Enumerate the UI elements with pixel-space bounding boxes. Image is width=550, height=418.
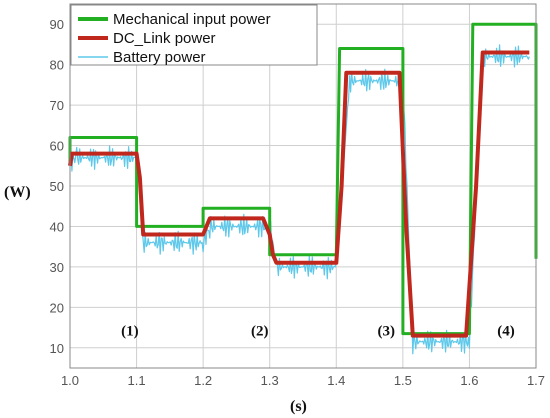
segment-label: (1) bbox=[121, 324, 139, 340]
legend-box bbox=[70, 4, 318, 66]
legend-label: Mechanical input power bbox=[113, 11, 271, 28]
y-tick-label: 40 bbox=[50, 219, 64, 234]
x-tick-label: 1.3 bbox=[261, 373, 279, 388]
series-line-0 bbox=[68, 22, 538, 336]
y-tick-label: 70 bbox=[50, 98, 64, 113]
series-line-1 bbox=[68, 50, 530, 338]
y-tick-label: 50 bbox=[50, 179, 64, 194]
x-tick-label: 1.5 bbox=[394, 373, 412, 388]
x-tick-label: 1.7 bbox=[527, 373, 545, 388]
y-tick-label: 30 bbox=[50, 260, 64, 275]
x-tick-label: 1.2 bbox=[194, 373, 212, 388]
segment-label: (4) bbox=[497, 324, 515, 340]
x-tick-label: 1.0 bbox=[61, 373, 79, 388]
segment-annotations: (1) (2) (3) (4) bbox=[121, 324, 515, 340]
y-tick-label: 60 bbox=[50, 139, 64, 154]
legend: Mechanical input power DC_Link power Batte… bbox=[70, 4, 318, 66]
y-tick-label: 80 bbox=[50, 58, 64, 73]
series-line-2 bbox=[69, 44, 530, 355]
segment-label: (3) bbox=[377, 324, 395, 340]
y-tick-label: 90 bbox=[50, 17, 64, 32]
plot-area-frame bbox=[69, 3, 537, 369]
tick-labels: 10 20 30 40 50 60 70 80 90 1.0 1.1 1.2 1.3 1.4 1.5 1.6 1… bbox=[50, 17, 546, 388]
y-axis-label: (W) bbox=[4, 184, 31, 201]
x-tick-label: 1.6 bbox=[460, 373, 478, 388]
y-tick-label: 20 bbox=[50, 300, 64, 315]
legend-label: Battery power bbox=[113, 49, 206, 66]
x-axis-label: (s) bbox=[290, 398, 307, 415]
segment-label: (2) bbox=[251, 324, 269, 340]
series-group bbox=[68, 22, 538, 355]
y-tick-label: 10 bbox=[50, 341, 64, 356]
legend-label: DC_Link power bbox=[113, 30, 216, 47]
x-tick-label: 1.1 bbox=[128, 373, 146, 388]
x-tick-label: 1.4 bbox=[327, 373, 345, 388]
